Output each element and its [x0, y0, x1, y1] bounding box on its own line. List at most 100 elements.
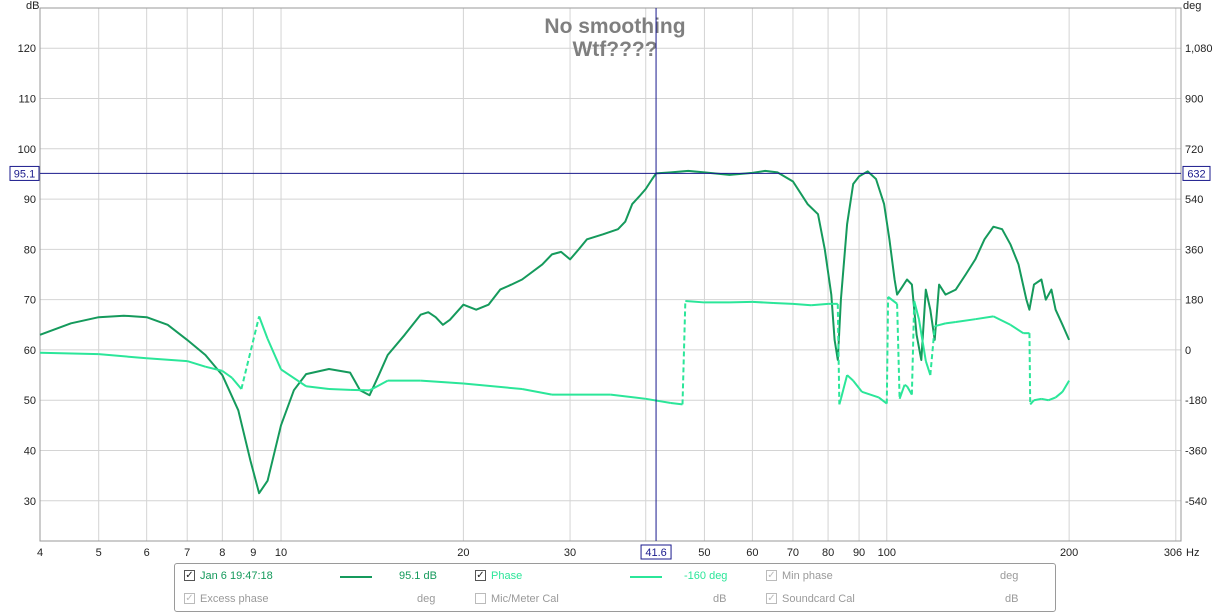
- phase-segment: [934, 322, 946, 328]
- cursor[interactable]: 95.1 632 41.6: [9, 8, 1211, 560]
- legend-excess-phase-unit: deg: [417, 593, 436, 605]
- x-tick-label: 70: [787, 547, 799, 559]
- x-tick-label: 7: [184, 547, 190, 559]
- checkbox-min-phase[interactable]: ✓: [766, 570, 777, 581]
- phase-segment: [186, 360, 206, 368]
- phase-segment: [929, 326, 936, 376]
- phase-segment: [350, 388, 370, 392]
- y2-tick-label: 360: [1185, 244, 1203, 256]
- y2-tick-label: 900: [1185, 94, 1203, 106]
- legend-panel: ✓ Jan 6 19:47:18 95.1 dB ✓ Phase -160 de…: [174, 563, 1056, 612]
- chart-subtitle: Wtf????: [572, 38, 657, 61]
- phase-segment: [1054, 391, 1064, 399]
- cursor-left-readout: 95.1: [14, 168, 35, 180]
- y2-tick-label: 720: [1185, 144, 1203, 156]
- phase-segment: [305, 385, 330, 391]
- phase-segment: [420, 379, 464, 385]
- y2-tick-label: -180: [1185, 395, 1207, 407]
- checkbox-soundcard-cal[interactable]: ✓: [766, 593, 777, 604]
- phase-segment: [904, 383, 908, 388]
- phase-segment: [852, 380, 863, 393]
- y-tick-label: 80: [24, 244, 36, 256]
- phase-segment: [861, 390, 880, 399]
- legend-measurement-swatch: [340, 576, 372, 578]
- phase-segment: [369, 379, 389, 392]
- x-tick-label-end: 306: [1164, 547, 1182, 559]
- checkbox-measurement[interactable]: ✓: [184, 570, 195, 581]
- cursor-left-readout-box: [9, 165, 40, 181]
- left-axis-ticks: 30 40 50 60 70 80 90 100 110 120: [18, 43, 36, 508]
- cursor-x-readout-box: [640, 544, 672, 560]
- x-tick-label: 60: [746, 547, 758, 559]
- phase-segment: [993, 315, 1011, 326]
- phase-segment: [98, 353, 147, 360]
- y-tick-label: 40: [24, 445, 36, 457]
- phase-segment: [846, 374, 854, 382]
- phase-segment: [328, 388, 351, 391]
- phase-segment: [670, 402, 683, 406]
- y2-tick-label: -540: [1185, 496, 1207, 508]
- phase-segment: [885, 296, 890, 404]
- phase-segment: [1041, 397, 1049, 402]
- x-tick-label: 200: [1060, 547, 1078, 559]
- right-axis-unit: deg: [1183, 0, 1201, 12]
- phase-segment: [685, 300, 705, 304]
- legend-min-phase-label: Min phase: [782, 570, 833, 582]
- y-tick-label: 60: [24, 345, 36, 357]
- phase-segment: [729, 300, 753, 304]
- phase-segment: [896, 303, 901, 399]
- y-tick-label: 110: [18, 94, 36, 106]
- x-axis-ticks: 4 5 6 7 8 9 10 20 30 50 60 70 80 90 100 200 306: [37, 547, 1182, 559]
- x-tick-label: 100: [878, 547, 896, 559]
- x-tick-label: 8: [219, 547, 225, 559]
- x-tick-label: 20: [457, 547, 469, 559]
- legend-phase-label: Phase: [491, 570, 523, 582]
- phase-segment: [1033, 397, 1042, 402]
- legend-measurement-label: Jan 6 19:47:18: [200, 570, 273, 582]
- grid-lines: [39, 8, 1181, 541]
- checkbox-excess-phase[interactable]: ✓: [184, 593, 195, 604]
- legend-excess-phase-label: Excess phase: [200, 593, 269, 605]
- frequency-response-chart[interactable]: No smoothing Wtf???? dB deg Hz 304050607…: [0, 0, 1231, 560]
- x-tick-label: 4: [37, 547, 43, 559]
- phase-segment: [205, 365, 223, 372]
- phase-segment: [1029, 399, 1035, 406]
- legend-measurement-value: 95.1 dB: [399, 570, 437, 582]
- checkbox-phase[interactable]: ✓: [475, 570, 486, 581]
- phase-segment: [221, 370, 233, 379]
- legend-soundcard-cal-label: Soundcard Cal: [782, 593, 855, 605]
- phase-segment: [463, 382, 523, 391]
- spl-line: [39, 169, 1071, 495]
- right-axis-ticks: -540 -360 -180 0 180 360 540 720 900 1,080: [1185, 43, 1213, 508]
- y-tick-label: 100: [18, 144, 36, 156]
- y2-tick-label: 540: [1185, 194, 1203, 206]
- y2-tick-label: 1,080: [1185, 43, 1213, 55]
- phase-segment: [1028, 333, 1032, 405]
- x-tick-label: 30: [564, 547, 576, 559]
- phase-segment: [898, 384, 906, 400]
- x-tick-label: 50: [698, 547, 710, 559]
- legend-mic-meter-cal-label: Mic/Meter Cal: [491, 593, 559, 605]
- x-tick-label: 9: [250, 547, 256, 559]
- checkbox-mic-meter-cal[interactable]: [475, 593, 486, 604]
- phase-segment: [266, 338, 282, 370]
- data-series: [39, 169, 1071, 495]
- legend-min-phase-unit: deg: [1000, 570, 1019, 582]
- phase-segment: [146, 357, 188, 363]
- cursor-x-readout: 41.6: [645, 547, 666, 559]
- phase-segment: [917, 319, 927, 362]
- phase-segment: [752, 300, 774, 304]
- phase-segment: [1048, 396, 1057, 402]
- phase-segment: [945, 320, 956, 325]
- legend-phase-value: -160 deg: [684, 570, 728, 582]
- phase-segment: [836, 303, 841, 405]
- x-axis-unit: Hz: [1186, 547, 1199, 559]
- phase-segment: [280, 368, 307, 388]
- y-tick-label: 30: [24, 496, 36, 508]
- y-tick-label: 50: [24, 395, 36, 407]
- phase-segment: [240, 316, 261, 390]
- cursor-right-readout-box: [1182, 165, 1211, 181]
- y-tick-label: 90: [24, 194, 36, 206]
- phase-segment: [681, 301, 687, 405]
- phase-segment: [521, 388, 553, 396]
